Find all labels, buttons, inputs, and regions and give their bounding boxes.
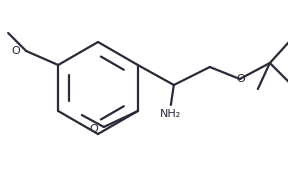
Text: NH₂: NH₂	[160, 109, 181, 119]
Text: O: O	[236, 74, 245, 84]
Text: O: O	[12, 46, 20, 56]
Text: O: O	[89, 124, 98, 134]
